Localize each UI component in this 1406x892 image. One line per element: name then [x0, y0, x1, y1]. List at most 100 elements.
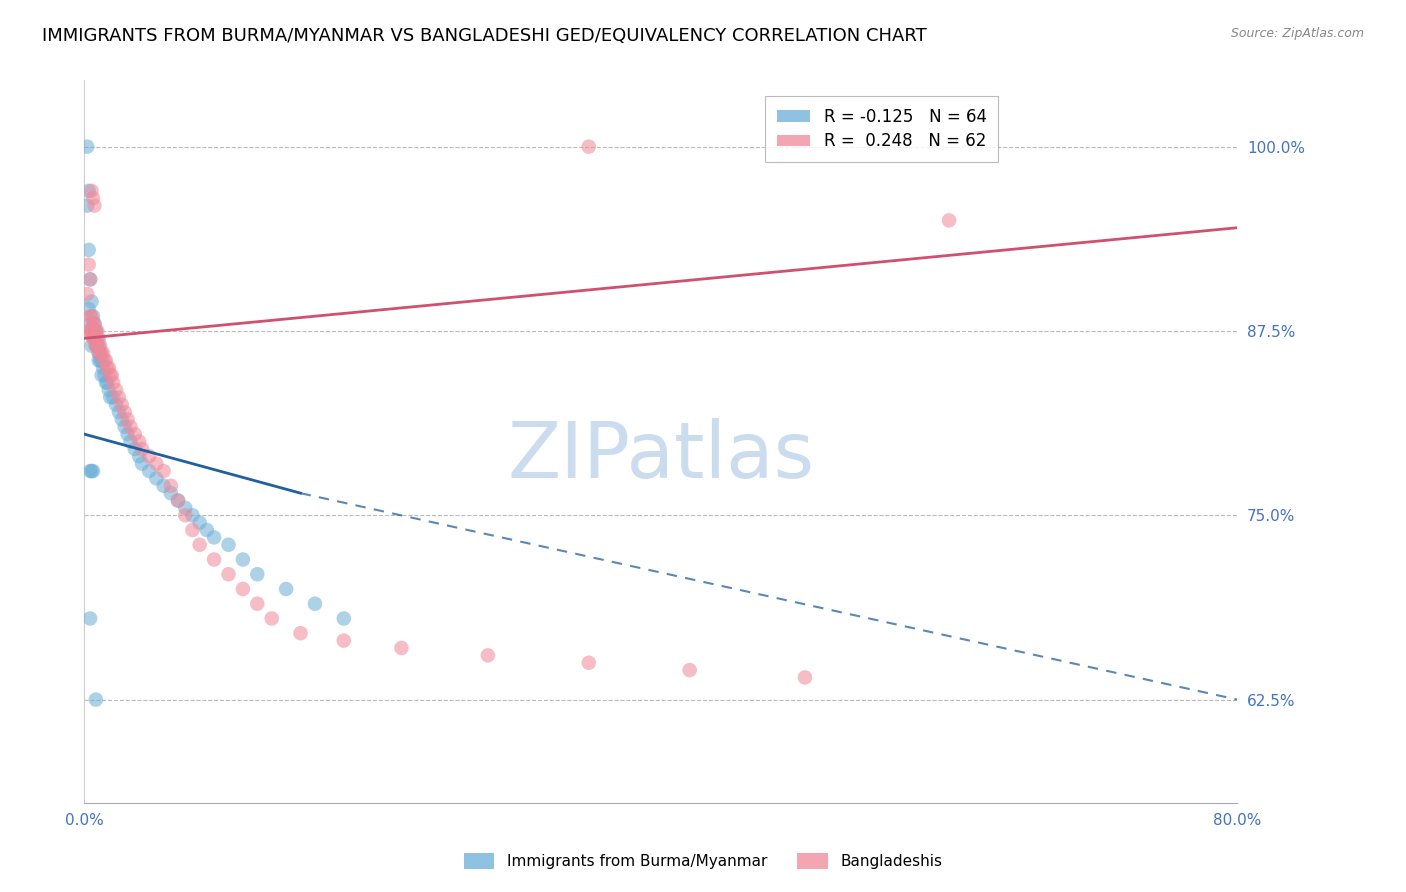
Point: [232, 582, 254, 596]
Point: [188, 516, 211, 530]
Point: [82, 309, 104, 323]
Point: [124, 442, 146, 456]
Point: [111, 412, 134, 426]
Point: [304, 597, 326, 611]
Point: [84, 324, 107, 338]
Point: [181, 508, 204, 523]
Point: [83, 331, 105, 345]
Point: [938, 213, 960, 227]
Point: [80, 339, 103, 353]
Point: [103, 390, 124, 404]
Point: [79, 464, 101, 478]
Point: [232, 552, 254, 566]
Point: [79, 324, 101, 338]
Point: [160, 486, 183, 500]
Point: [84, 339, 107, 353]
Point: [80, 464, 103, 478]
Point: [77, 184, 100, 198]
Point: [79, 317, 101, 331]
Point: [82, 317, 104, 331]
Point: [120, 434, 142, 449]
Point: [290, 626, 312, 640]
Point: [167, 493, 190, 508]
Point: [84, 331, 107, 345]
Point: [77, 301, 100, 316]
Point: [76, 287, 98, 301]
Point: [117, 412, 139, 426]
Point: [131, 442, 153, 456]
Point: [91, 360, 114, 375]
Point: [87, 346, 110, 360]
Point: [76, 199, 98, 213]
Point: [80, 294, 103, 309]
Point: [89, 346, 111, 360]
Point: [91, 346, 114, 360]
Point: [86, 339, 108, 353]
Legend: R = -0.125   N = 64, R =  0.248   N = 62: R = -0.125 N = 64, R = 0.248 N = 62: [765, 95, 998, 161]
Point: [76, 139, 98, 153]
Point: [333, 611, 356, 625]
Text: IMMIGRANTS FROM BURMA/MYANMAR VS BANGLADESHI GED/EQUIVALENCY CORRELATION CHART: IMMIGRANTS FROM BURMA/MYANMAR VS BANGLAD…: [42, 27, 927, 45]
Point: [87, 339, 110, 353]
Point: [108, 390, 131, 404]
Point: [77, 258, 100, 272]
Point: [82, 324, 104, 338]
Point: [83, 317, 105, 331]
Point: [202, 530, 225, 544]
Point: [128, 450, 150, 464]
Point: [108, 405, 131, 419]
Point: [90, 368, 112, 383]
Point: [94, 353, 117, 368]
Point: [83, 199, 105, 213]
Point: [114, 419, 136, 434]
Point: [84, 324, 107, 338]
Point: [174, 500, 197, 515]
Point: [167, 493, 190, 508]
Point: [80, 324, 103, 338]
Point: [105, 383, 128, 397]
Point: [94, 376, 117, 390]
Point: [89, 339, 111, 353]
Point: [218, 567, 240, 582]
Point: [105, 398, 128, 412]
Text: ZIPatlas: ZIPatlas: [508, 418, 814, 494]
Point: [80, 184, 103, 198]
Point: [86, 331, 108, 345]
Point: [98, 368, 121, 383]
Point: [98, 390, 121, 404]
Point: [111, 398, 134, 412]
Point: [260, 611, 283, 625]
Point: [87, 346, 110, 360]
Text: Source: ZipAtlas.com: Source: ZipAtlas.com: [1230, 27, 1364, 40]
Legend: Immigrants from Burma/Myanmar, Bangladeshis: Immigrants from Burma/Myanmar, Banglades…: [457, 847, 949, 875]
Point: [82, 191, 104, 205]
Point: [83, 317, 105, 331]
Point: [145, 457, 167, 471]
Point: [181, 523, 204, 537]
Point: [96, 360, 118, 375]
Point: [794, 670, 817, 684]
Point: [114, 405, 136, 419]
Point: [333, 633, 356, 648]
Point: [117, 427, 139, 442]
Point: [391, 640, 413, 655]
Point: [77, 243, 100, 257]
Point: [93, 368, 115, 383]
Point: [120, 419, 142, 434]
Point: [578, 656, 600, 670]
Point: [679, 663, 702, 677]
Point: [83, 324, 105, 338]
Point: [124, 427, 146, 442]
Point: [103, 376, 124, 390]
Point: [152, 479, 174, 493]
Point: [80, 309, 103, 323]
Point: [218, 538, 240, 552]
Point: [79, 272, 101, 286]
Point: [138, 450, 160, 464]
Point: [83, 331, 105, 345]
Point: [246, 597, 269, 611]
Point: [188, 538, 211, 552]
Point: [90, 353, 112, 368]
Point: [174, 508, 197, 523]
Point: [87, 331, 110, 345]
